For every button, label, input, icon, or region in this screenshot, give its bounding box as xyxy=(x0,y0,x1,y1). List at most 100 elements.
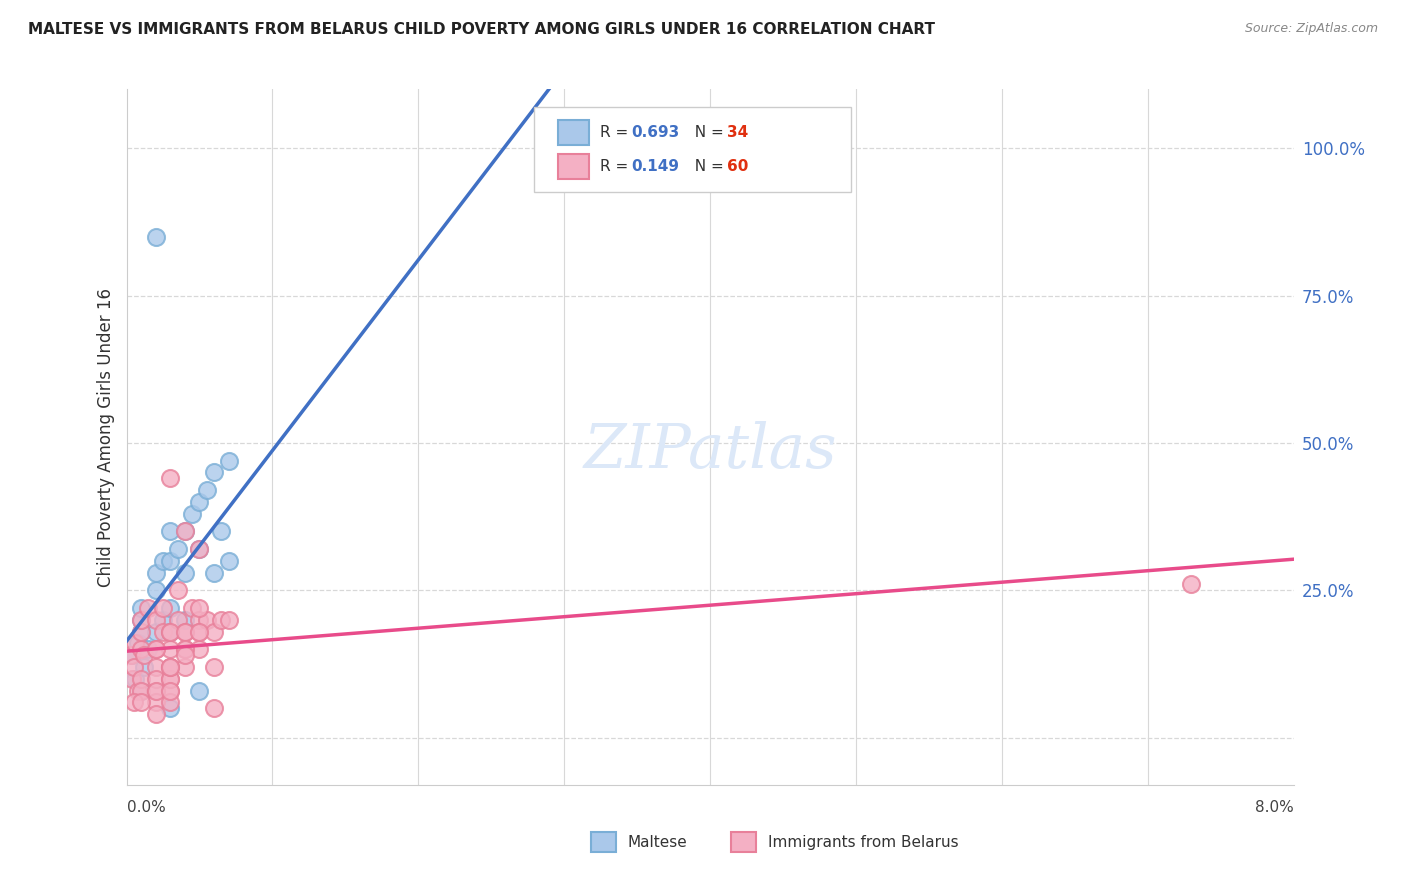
Point xyxy=(209,613,232,627)
Point xyxy=(120,648,142,663)
Point xyxy=(159,601,181,615)
Point xyxy=(145,683,167,698)
Point xyxy=(188,642,211,657)
Point xyxy=(129,642,152,657)
Text: 60: 60 xyxy=(727,160,748,174)
Text: ZIPatlas: ZIPatlas xyxy=(583,421,837,481)
Point xyxy=(159,524,181,539)
Point xyxy=(129,613,152,627)
Point xyxy=(145,624,167,639)
Point xyxy=(159,672,181,686)
Point xyxy=(195,613,218,627)
Point xyxy=(145,642,167,657)
Point xyxy=(159,701,181,715)
Point xyxy=(1180,577,1202,591)
Point xyxy=(166,583,188,598)
Point xyxy=(129,672,152,686)
Point xyxy=(127,683,149,698)
Text: 0.693: 0.693 xyxy=(631,126,679,140)
Point xyxy=(145,642,167,657)
Point xyxy=(122,695,145,709)
Point xyxy=(129,613,152,627)
Point xyxy=(159,660,181,674)
Point xyxy=(129,601,152,615)
Point xyxy=(188,613,211,627)
Point xyxy=(174,624,197,639)
Point xyxy=(166,542,188,557)
Point xyxy=(188,683,211,698)
Point xyxy=(121,648,143,663)
Point xyxy=(174,613,197,627)
Point xyxy=(152,613,174,627)
Point xyxy=(129,624,152,639)
Point xyxy=(145,229,167,244)
Text: Immigrants from Belarus: Immigrants from Belarus xyxy=(768,835,959,849)
Point xyxy=(145,613,167,627)
Point xyxy=(145,683,167,698)
Text: 0.0%: 0.0% xyxy=(127,800,166,814)
Text: 0.149: 0.149 xyxy=(631,160,679,174)
Point xyxy=(145,672,167,686)
Point xyxy=(188,542,211,557)
Point xyxy=(181,601,204,615)
Point xyxy=(145,707,167,722)
Point xyxy=(159,554,181,568)
Point xyxy=(159,624,181,639)
Point xyxy=(159,624,181,639)
Point xyxy=(166,613,188,627)
Point xyxy=(218,453,240,467)
Point xyxy=(159,624,181,639)
Point xyxy=(202,466,225,480)
Point xyxy=(138,601,160,615)
Point xyxy=(209,524,232,539)
Point xyxy=(174,660,197,674)
Point xyxy=(124,636,146,650)
Y-axis label: Child Poverty Among Girls Under 16: Child Poverty Among Girls Under 16 xyxy=(97,287,115,587)
Point xyxy=(188,542,211,557)
Point xyxy=(159,660,181,674)
Point xyxy=(145,660,167,674)
Point xyxy=(188,495,211,509)
Text: 34: 34 xyxy=(727,126,748,140)
Text: R =: R = xyxy=(600,160,634,174)
Point xyxy=(188,624,211,639)
Point xyxy=(159,642,181,657)
Point xyxy=(159,683,181,698)
Point xyxy=(159,672,181,686)
Point xyxy=(159,471,181,485)
Point xyxy=(138,642,160,657)
Point xyxy=(152,554,174,568)
Point xyxy=(202,701,225,715)
Point xyxy=(159,683,181,698)
Point xyxy=(121,672,143,686)
Point xyxy=(145,695,167,709)
Point xyxy=(195,483,218,497)
Point xyxy=(218,554,240,568)
Point xyxy=(145,583,167,598)
Point xyxy=(127,636,149,650)
Point xyxy=(152,601,174,615)
Point xyxy=(174,566,197,580)
Point xyxy=(218,613,240,627)
Point xyxy=(129,683,152,698)
Text: N =: N = xyxy=(685,126,728,140)
Point xyxy=(202,624,225,639)
Point xyxy=(174,648,197,663)
Point xyxy=(159,660,181,674)
Point xyxy=(122,660,145,674)
Point xyxy=(174,642,197,657)
Point xyxy=(174,624,197,639)
Point xyxy=(145,566,167,580)
Point xyxy=(188,601,211,615)
Text: N =: N = xyxy=(685,160,728,174)
Point xyxy=(152,624,174,639)
Point xyxy=(124,672,146,686)
Point xyxy=(174,524,197,539)
Point xyxy=(188,624,211,639)
Point xyxy=(174,642,197,657)
Point xyxy=(129,624,152,639)
Point xyxy=(129,695,152,709)
Point xyxy=(129,683,152,698)
Text: MALTESE VS IMMIGRANTS FROM BELARUS CHILD POVERTY AMONG GIRLS UNDER 16 CORRELATIO: MALTESE VS IMMIGRANTS FROM BELARUS CHILD… xyxy=(28,22,935,37)
Point xyxy=(132,648,155,663)
